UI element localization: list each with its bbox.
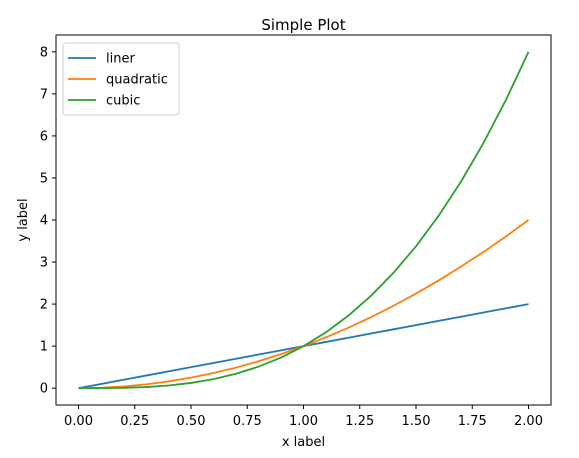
y-tick-label: 1	[40, 340, 48, 355]
y-axis-label: y label	[16, 198, 31, 241]
y-tick-label: 0	[40, 382, 48, 397]
x-tick-label: 0.00	[64, 414, 93, 429]
series-layer	[78, 51, 530, 390]
y-tick-label: 8	[40, 45, 48, 60]
y-tick-label: 7	[40, 87, 48, 102]
x-tick-label: 2.00	[514, 414, 543, 429]
legend-box	[62, 42, 180, 116]
x-tick-label: 0.50	[177, 414, 206, 429]
legend-label-cubic: cubic	[106, 94, 140, 109]
axes-layer: 0.00 0.25 0.50 0.75 1.00 1.25 1.50 1.75 2.00 0 1 2 3…	[40, 34, 552, 429]
series-line-cubic	[78, 51, 530, 390]
legend: liner quadratic cubic	[62, 42, 180, 116]
x-axis-label: x label	[282, 435, 325, 450]
legend-label-quadratic: quadratic	[106, 73, 168, 88]
chart-title: Simple Plot	[261, 16, 345, 34]
x-tick-label: 1.50	[402, 414, 431, 429]
x-tick-label: 0.25	[120, 414, 149, 429]
x-tick-label: 1.25	[345, 414, 374, 429]
y-tick-label: 5	[40, 171, 48, 186]
x-tick-label: 0.75	[233, 414, 262, 429]
legend-label-liner: liner	[106, 52, 135, 67]
y-tick-label: 2	[40, 298, 48, 313]
y-tick-label: 4	[40, 214, 48, 229]
x-tick-label: 1.75	[458, 414, 487, 429]
y-tick-label: 3	[40, 256, 48, 271]
y-tick-label: 6	[40, 129, 48, 144]
x-tick-label: 1.00	[289, 414, 318, 429]
